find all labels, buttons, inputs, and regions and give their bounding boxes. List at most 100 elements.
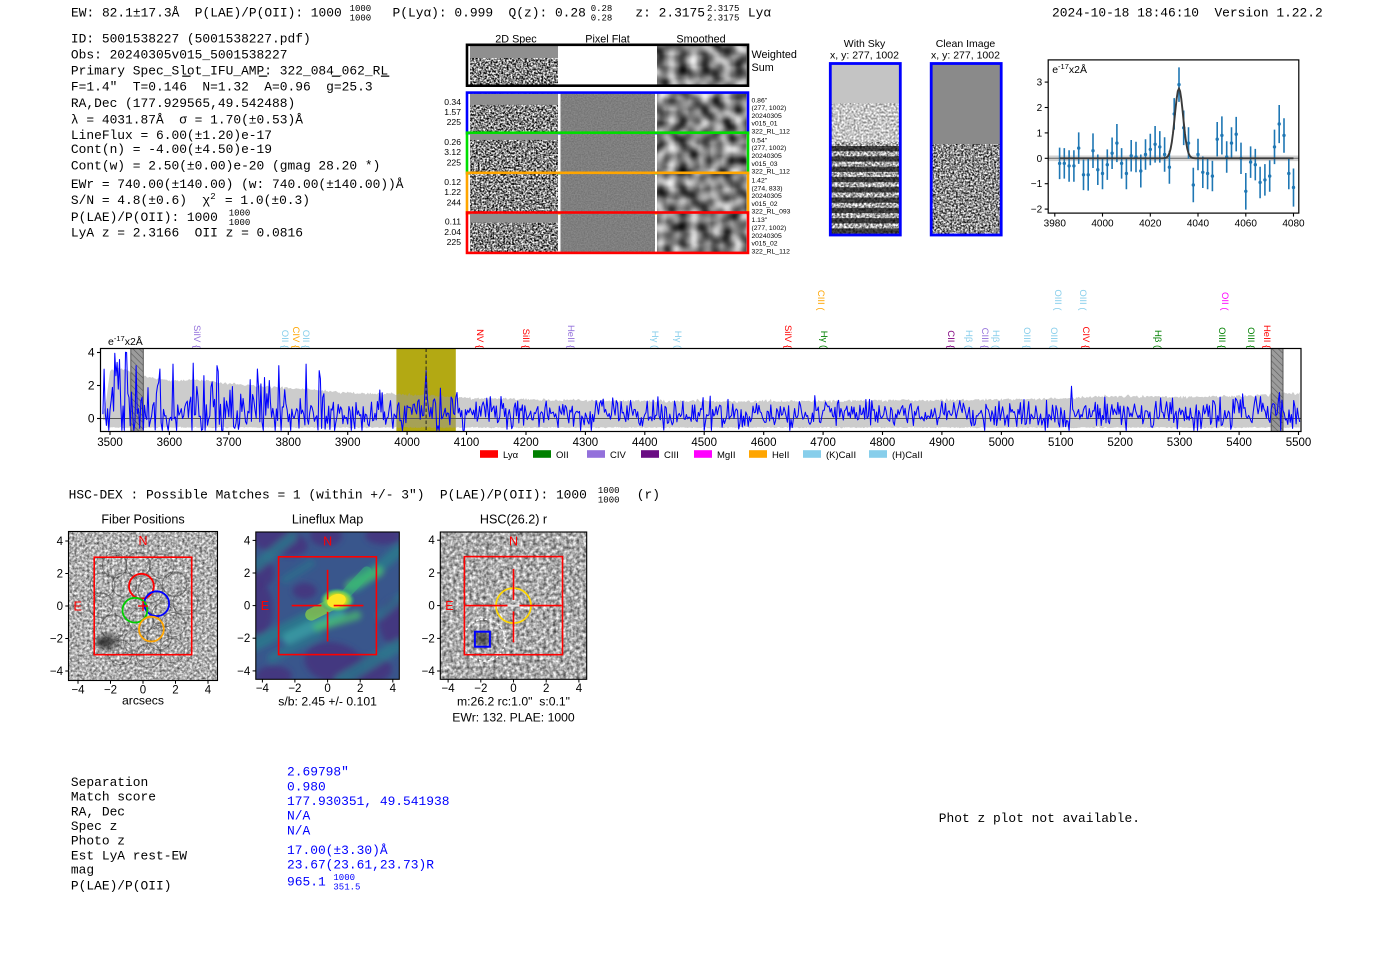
svg-text:23.67(23.61,23.73)R: 23.67(23.61,23.73)R bbox=[287, 857, 434, 872]
svg-text:Weighted: Weighted bbox=[752, 49, 797, 61]
svg-text:2: 2 bbox=[357, 683, 363, 695]
svg-text:v015_02: v015_02 bbox=[752, 201, 778, 208]
svg-text:CIII (: CIII ( bbox=[815, 290, 826, 311]
svg-text:2024-10-18 18:46:10 Version 1: 2024-10-18 18:46:10 Version 1.22.2 bbox=[1052, 6, 1323, 21]
svg-text:5100: 5100 bbox=[1048, 437, 1074, 449]
svg-text:177.930351, 49.541938: 177.930351, 49.541938 bbox=[287, 794, 449, 809]
svg-text:Sum: Sum bbox=[752, 62, 774, 74]
svg-text:965.1: 965.1 bbox=[287, 875, 326, 890]
svg-text:HSC-DEX : Possible Matches = 1: HSC-DEX : Possible Matches = 1 (within +… bbox=[69, 488, 587, 503]
svg-text:z: 2.3175: z: 2.3175 bbox=[635, 6, 705, 21]
svg-text:0: 0 bbox=[140, 684, 146, 696]
svg-text:Est LyA rest-EW: Est LyA rest-EW bbox=[71, 849, 187, 864]
svg-text:4: 4 bbox=[428, 535, 435, 547]
svg-text:Separation: Separation bbox=[71, 775, 148, 790]
svg-text:CIV: CIV bbox=[610, 450, 627, 461]
svg-text:Lyα: Lyα bbox=[503, 450, 519, 461]
svg-text:−2: −2 bbox=[474, 683, 487, 695]
svg-text:OIII {: OIII { bbox=[1245, 327, 1256, 348]
svg-text:e-17x2Å: e-17x2Å bbox=[1052, 62, 1087, 76]
svg-text:−4: −4 bbox=[422, 666, 436, 678]
svg-text:−2: −2 bbox=[237, 633, 250, 645]
svg-text:4060: 4060 bbox=[1235, 219, 1258, 230]
svg-text:225: 225 bbox=[447, 237, 462, 247]
svg-text:1.13": 1.13" bbox=[752, 217, 768, 224]
svg-text:4400: 4400 bbox=[632, 437, 658, 449]
svg-text:1000: 1000 bbox=[598, 496, 620, 506]
svg-text:0.54": 0.54" bbox=[752, 137, 768, 144]
svg-text:Hγ (: Hγ ( bbox=[649, 331, 660, 349]
svg-text:5200: 5200 bbox=[1107, 437, 1133, 449]
svg-text:4100: 4100 bbox=[454, 437, 480, 449]
svg-text:RA,Dec (177.929565,49.542488): RA,Dec (177.929565,49.542488) bbox=[71, 96, 295, 111]
svg-text:F=1.4" T=0.146 N=1.32 A=0.9: F=1.4" T=0.146 N=1.32 A=0.96 g=25.3 bbox=[71, 80, 373, 95]
svg-text:0.12: 0.12 bbox=[444, 177, 461, 187]
svg-text:= 1.0(±0.3): = 1.0(±0.3) bbox=[217, 193, 310, 208]
svg-text:1.22: 1.22 bbox=[444, 187, 461, 197]
svg-text:5500: 5500 bbox=[1286, 437, 1312, 449]
svg-text:Hβ (: Hβ ( bbox=[990, 330, 1001, 349]
svg-text:1000: 1000 bbox=[598, 486, 620, 496]
svg-text:N/A: N/A bbox=[287, 824, 310, 839]
svg-text:λ = 4031.87Å σ = 1.70(±0.53)Å: λ = 4031.87Å σ = 1.70(±0.53)Å bbox=[71, 113, 303, 128]
svg-text:244: 244 bbox=[447, 197, 462, 207]
svg-text:−4: −4 bbox=[237, 666, 251, 678]
svg-text:2: 2 bbox=[1037, 103, 1043, 114]
svg-text:0.86": 0.86" bbox=[752, 97, 768, 104]
svg-text:x, y: 277, 1002: x, y: 277, 1002 bbox=[931, 50, 1000, 62]
svg-text:0: 0 bbox=[1037, 154, 1043, 165]
svg-text:HeII {: HeII { bbox=[1261, 325, 1272, 348]
svg-text:(277, 1002): (277, 1002) bbox=[752, 225, 787, 232]
svg-text:OIII {: OIII { bbox=[1021, 327, 1032, 348]
svg-text:N: N bbox=[138, 534, 147, 548]
svg-text:Clean Image: Clean Image bbox=[936, 38, 996, 50]
svg-text:(K)CaII: (K)CaII bbox=[826, 450, 856, 461]
svg-text:225: 225 bbox=[447, 157, 462, 167]
svg-text:−2: −2 bbox=[50, 634, 63, 646]
svg-text:1000: 1000 bbox=[333, 873, 355, 883]
svg-text:4800: 4800 bbox=[870, 437, 896, 449]
svg-text:2: 2 bbox=[172, 684, 178, 696]
svg-text:4080: 4080 bbox=[1282, 219, 1305, 230]
svg-text:2: 2 bbox=[57, 569, 63, 581]
svg-text:HeII {: HeII { bbox=[565, 325, 576, 348]
svg-text:4500: 4500 bbox=[691, 437, 717, 449]
svg-text:4200: 4200 bbox=[513, 437, 539, 449]
svg-text:5300: 5300 bbox=[1167, 437, 1193, 449]
svg-text:SiIV {: SiIV { bbox=[191, 325, 202, 348]
svg-text:3500: 3500 bbox=[97, 437, 123, 449]
svg-text:S/N = 4.8(±0.6) χ: S/N = 4.8(±0.6) χ bbox=[71, 193, 211, 208]
svg-text:0.26: 0.26 bbox=[444, 137, 461, 147]
svg-text:P(LAE)/P(OII): P(LAE)/P(OII) bbox=[71, 878, 172, 893]
svg-text:2: 2 bbox=[88, 379, 95, 393]
svg-text:322_RL_112: 322_RL_112 bbox=[752, 129, 791, 136]
svg-text:HeII: HeII bbox=[772, 450, 789, 461]
svg-text:Hβ (: Hβ ( bbox=[963, 330, 974, 349]
svg-text:−4: −4 bbox=[50, 666, 64, 678]
svg-text:Phot z plot not available.: Phot z plot not available. bbox=[939, 811, 1140, 826]
svg-text:2.04: 2.04 bbox=[444, 227, 461, 237]
svg-text:20240305: 20240305 bbox=[752, 193, 782, 200]
svg-text:Pixel Flat: Pixel Flat bbox=[585, 34, 629, 46]
svg-text:Hβ (: Hβ ( bbox=[1152, 330, 1163, 349]
svg-text:m:26.2 rc:1.0" s:0.1": m:26.2 rc:1.0" s:0.1" bbox=[457, 695, 570, 709]
svg-text:CIV {: CIV { bbox=[290, 327, 301, 349]
svg-text:1.57: 1.57 bbox=[444, 107, 461, 117]
svg-text:3600: 3600 bbox=[157, 437, 183, 449]
svg-text:Hγ (: Hγ ( bbox=[818, 331, 829, 349]
svg-text:2: 2 bbox=[244, 568, 250, 580]
svg-text:OIII {: OIII { bbox=[1216, 327, 1227, 348]
svg-text:(277, 1002): (277, 1002) bbox=[752, 145, 787, 152]
svg-text:1000: 1000 bbox=[350, 4, 372, 14]
svg-text:−4: −4 bbox=[71, 684, 85, 696]
svg-text:4: 4 bbox=[205, 684, 212, 696]
svg-text:3.12: 3.12 bbox=[444, 147, 461, 157]
svg-text:Match score: Match score bbox=[71, 790, 156, 805]
svg-text:arcsecs: arcsecs bbox=[122, 694, 164, 708]
svg-text:NV {: NV { bbox=[474, 329, 485, 348]
svg-text:(r): (r) bbox=[629, 488, 660, 503]
svg-text:Spec z: Spec z bbox=[71, 819, 117, 834]
svg-text:3: 3 bbox=[1037, 78, 1043, 89]
svg-text:−1: −1 bbox=[1031, 179, 1043, 190]
svg-text:1: 1 bbox=[1037, 128, 1043, 139]
